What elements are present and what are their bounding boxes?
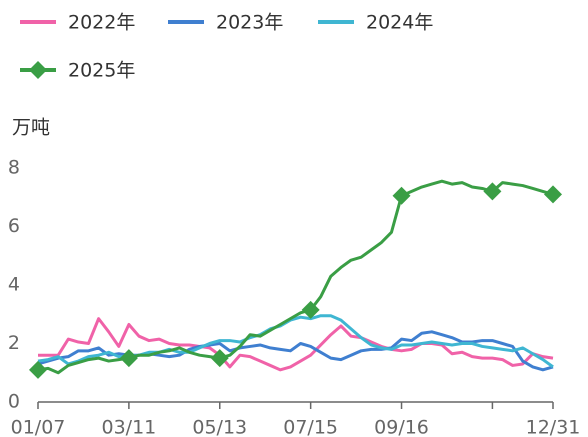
- x-tick-label: 01/07: [11, 417, 66, 437]
- y-tick-label: 6: [8, 215, 20, 237]
- point-marker: [483, 182, 502, 201]
- x-tick-label: 09/16: [374, 417, 429, 437]
- x-tick-label: 03/11: [101, 417, 156, 437]
- x-tick-label: 05/13: [192, 417, 247, 437]
- y-tick-label: 2: [8, 332, 20, 354]
- y-tick-label: 8: [8, 157, 20, 179]
- legend-label: 2022年: [68, 12, 135, 34]
- y-axis-label: 万吨: [12, 117, 50, 139]
- y-tick-label: 4: [8, 274, 20, 296]
- point-marker: [119, 349, 138, 368]
- x-tick-label: 12/31: [526, 417, 581, 437]
- legend-label: 2025年: [68, 60, 135, 82]
- series-line: [38, 317, 554, 372]
- legend-label: 2024年: [366, 12, 433, 34]
- legend-marker: [29, 61, 47, 79]
- point-marker: [210, 349, 229, 368]
- point-marker: [544, 185, 562, 204]
- y-tick-label: 0: [8, 391, 20, 413]
- point-marker: [392, 186, 411, 205]
- point-marker: [29, 360, 47, 379]
- point-marker: [301, 300, 320, 319]
- x-tick-label: 07/15: [283, 417, 338, 437]
- legend-label: 2023年: [216, 12, 283, 34]
